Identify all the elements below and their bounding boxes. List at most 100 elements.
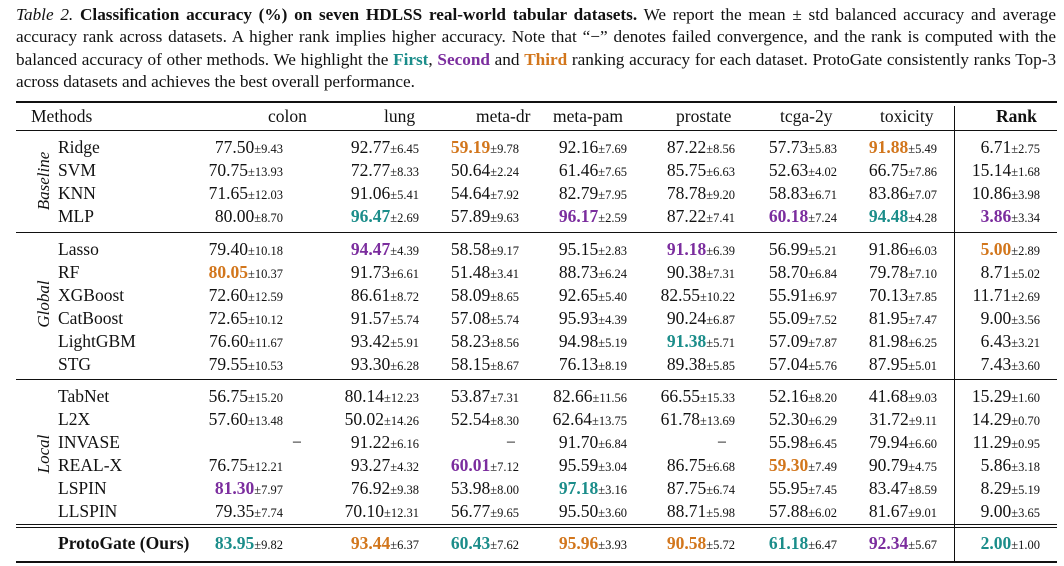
header-rank: Rank [996,106,1037,126]
cell-mean: 66.75 [868,160,909,180]
cell-meta-pam: 92.65±5.40 [559,284,627,308]
cell-std: ±5.74 [390,313,419,327]
cell-mean: 15.14 [971,160,1012,180]
cell-std: ±2.69 [390,211,419,225]
cell-std: ±6.84 [598,437,627,451]
cell-meta-dr: 57.08±5.74 [451,307,519,331]
cell-mean: 58.83 [768,183,809,203]
cell-mean: 61.18 [768,533,809,553]
header-lung: lung [384,106,416,126]
cell-colon: 72.65±10.12 [209,307,283,331]
table-row: STG 79.55±10.53 93.30±6.28 58.15±8.67 76.13±… [0,353,1064,375]
group-rule-2 [16,379,1057,380]
cell-std: ±2.83 [598,244,627,258]
header-rule [16,130,1057,131]
cell-mean: 55.09 [768,308,809,328]
cell-mean: 3.86 [980,206,1012,226]
cell-std: ±7.65 [598,165,627,179]
cell-prostate: 86.75±6.68 [667,454,735,478]
cell-mean: 80.14 [344,386,384,406]
cell-meta-dr: 53.98±8.00 [451,477,519,501]
cell-mean: 58.58 [450,239,491,259]
cell-colon: 81.30±7.97 [215,477,283,501]
cell-std: ±1.68 [1011,165,1040,179]
cell-mean: 9.00 [980,308,1012,328]
cell-mean: 70.13 [868,285,909,305]
cell-lung: 93.30±6.28 [351,353,419,377]
cell-std: ±14.26 [384,414,419,428]
cell-rank: 15.14±1.68 [972,159,1040,183]
cell-meta-pam: 95.93±4.39 [559,307,627,331]
cell-mean: 97.18 [558,478,599,498]
cell-rank: 14.29±0.70 [972,408,1040,432]
cell-std: ±6.16 [390,437,419,451]
caption-text-1: We report the mean ± std balanced accura… [16,5,1056,69]
cell-std: ±7.52 [808,313,837,327]
cell-mean: 89.38 [666,354,707,374]
cell-mean: 76.75 [208,455,248,475]
caption-label: Table 2. [16,5,74,24]
header-toxicity: toxicity [880,106,934,126]
cell-mean: 93.30 [350,354,391,374]
cell-mean: 81.95 [868,308,909,328]
cell-mean: 87.22 [666,206,707,226]
cell-std: ±9.82 [254,538,283,552]
cell-std: ±8.72 [390,290,419,304]
table-row: TabNet 56.75±15.20 80.14±12.23 53.87±7.31 82… [0,385,1064,407]
cell-mean: 60.01 [450,455,491,475]
cell-mean: 82.79 [558,183,599,203]
cell-mean: 85.75 [666,160,707,180]
cell-lung: 86.61±8.72 [351,284,419,308]
cell-std: ±0.95 [1011,437,1040,451]
cell-rank: 5.00±2.89 [981,238,1040,262]
cell-meta-dr: − [506,432,516,452]
cell-mean: 58.70 [768,262,809,282]
cell-toxicity: 81.98±6.25 [869,330,937,354]
cell-std: ±6.61 [390,267,419,281]
caption-and: and [494,49,520,69]
cell-meta-dr: 60.01±7.12 [451,454,519,478]
caption-title: Classification accuracy (%) on seven HDL… [80,5,638,24]
cell-lung: 70.10±12.31 [345,500,419,524]
cell-std: ±0.70 [1011,414,1040,428]
cell-toxicity: 81.67±9.01 [869,500,937,524]
cell-lung: 96.47±2.69 [351,205,419,229]
cell-mean: 87.75 [666,478,707,498]
cell-lung: 93.44±6.37 [351,532,419,556]
cell-tcga-2y: 57.73±5.83 [769,136,837,160]
cell-std: ±7.62 [490,538,519,552]
cell-mean: 6.43 [980,331,1012,351]
cell-std: ±2.69 [1011,290,1040,304]
cell-lung: 76.92±9.38 [351,477,419,501]
cell-mean: 91.73 [350,262,391,282]
cell-std: ±6.63 [706,165,735,179]
cell-std: ±7.24 [808,211,837,225]
cell-std: ±13.48 [248,414,283,428]
cell-std: ±3.41 [490,267,519,281]
cell-rank: 6.71±2.75 [981,136,1040,160]
table-row: MLP 80.00±8.70 96.47±2.69 57.89±9.63 96.17±2… [0,205,1064,227]
cell-colon: 80.00±8.70 [215,205,283,229]
cell-std: ±6.29 [808,414,837,428]
cell-prostate: 87.75±6.74 [667,477,735,501]
cell-mean: 90.24 [666,308,707,328]
cell-rank: 3.86±3.34 [981,205,1040,229]
cell-std: ±9.38 [390,483,419,497]
cell-std: ±7.85 [908,290,937,304]
cell-std: ±3.60 [1011,359,1040,373]
cell-mean: 57.09 [768,331,809,351]
cell-std: ±3.60 [598,506,627,520]
cell-prostate: 66.55±15.33 [661,385,735,409]
cell-meta-pam: 95.50±3.60 [559,500,627,524]
cell-mean: 87.22 [666,137,707,157]
cell-colon: 80.05±10.37 [209,261,283,285]
cell-mean: 81.67 [868,501,909,521]
cell-mean: 92.77 [350,137,391,157]
cell-mean: 52.30 [768,409,809,429]
cell-std: ±6.03 [908,244,937,258]
cell-mean: 96.17 [558,206,599,226]
cell-mean: 52.54 [450,409,491,429]
cell-mean: 87.95 [868,354,909,374]
cell-std: ±9.11 [908,414,937,428]
cell-mean: 54.64 [450,183,491,203]
